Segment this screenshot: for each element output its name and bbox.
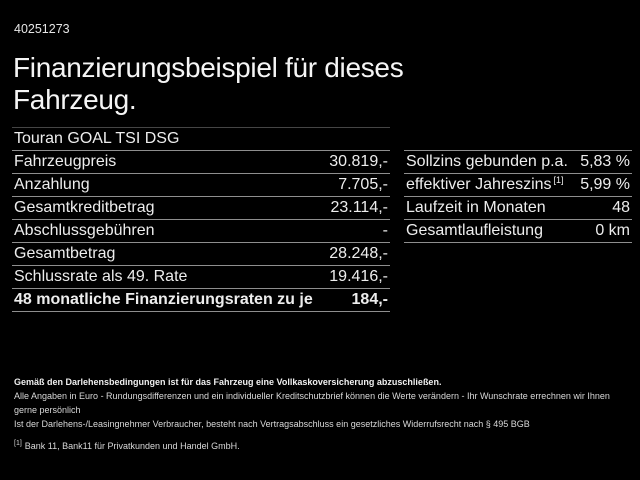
table-row: Gesamtlaufleistung 0 km — [404, 220, 632, 243]
row-label: Laufzeit in Monaten — [406, 199, 546, 216]
row-value: 19.416,- — [329, 268, 388, 285]
row-value: 28.248,- — [329, 245, 388, 262]
disclaimer-line-2: Ist der Darlehens-/Leasingnehmer Verbrau… — [14, 419, 530, 429]
row-value: 184,- — [351, 291, 388, 308]
row-value: 5,83 % — [580, 153, 630, 170]
conditions-table: Sollzins gebunden p.a. 5,83 % effektiver J… — [404, 150, 632, 243]
row-value: 7.705,- — [338, 176, 388, 193]
page-title: Finanzierungsbeispiel für dieses Fahrzeu… — [13, 52, 404, 116]
page-title-line-2: Fahrzeug. — [13, 84, 137, 115]
row-value: 0 km — [595, 222, 630, 239]
row-value: 48 — [612, 199, 630, 216]
row-value: 30.819,- — [329, 153, 388, 170]
table-row: effektiver Jahreszins [1] 5,99 % — [404, 174, 632, 197]
row-label: 48 monatliche Finanzierungsraten zu je — [14, 291, 313, 308]
row-label: Schlussrate als 49. Rate — [14, 268, 188, 285]
disclaimer-line-1: Alle Angaben in Euro - Rundungsdifferenz… — [14, 391, 610, 415]
row-label: Gesamtbetrag — [14, 245, 116, 262]
table-row: Abschlussgebühren - — [12, 220, 390, 243]
row-label: Anzahlung — [14, 176, 90, 193]
insurance-note: Gemäß den Darlehensbedingungen ist für d… — [14, 377, 442, 387]
row-label: Fahrzeugpreis — [14, 153, 117, 170]
table-row: Sollzins gebunden p.a. 5,83 % — [404, 151, 632, 174]
table-row: Gesamtbetrag 28.248,- — [12, 243, 390, 266]
row-label: Sollzins gebunden p.a. — [406, 153, 568, 170]
footnote-marker: [1] — [14, 440, 22, 447]
vehicle-model-row: Touran GOAL TSI DSG — [12, 128, 390, 151]
footnote-text: Bank 11, Bank11 für Privatkunden und Han… — [24, 441, 240, 451]
row-value: 5,99 % — [580, 176, 630, 193]
table-row: Fahrzeugpreis 30.819,- — [12, 151, 390, 174]
vehicle-model: Touran GOAL TSI DSG — [14, 130, 180, 147]
row-value: 23.114,- — [330, 199, 388, 216]
table-row: Schlussrate als 49. Rate 19.416,- — [12, 266, 390, 289]
row-label: effektiver Jahreszins [1] — [406, 175, 564, 193]
row-label: Gesamtkreditbetrag — [14, 199, 155, 216]
table-row: Gesamtkreditbetrag 23.114,- — [12, 197, 390, 220]
row-value: - — [382, 222, 388, 239]
conditions-rows: Sollzins gebunden p.a. 5,83 % effektiver J… — [404, 151, 632, 243]
row-label: Gesamtlaufleistung — [406, 222, 543, 239]
table-row: 48 monatliche Finanzierungsraten zu je 18… — [12, 289, 390, 312]
footnote-reference: [1] — [553, 175, 564, 185]
financing-rows: Fahrzeugpreis 30.819,- Anzahlung 7.705,- Ges… — [12, 151, 390, 312]
page-title-line-1: Finanzierungsbeispiel für dieses — [13, 52, 404, 83]
table-row: Laufzeit in Monaten 48 — [404, 197, 632, 220]
offer-number: 40251273 — [14, 22, 70, 36]
table-row: Anzahlung 7.705,- — [12, 174, 390, 197]
footnote: [1] Bank 11, Bank11 für Privatkunden und … — [14, 437, 632, 453]
legal-footer: Gemäß den Darlehensbedingungen ist für d… — [14, 375, 632, 453]
financing-details-table: Touran GOAL TSI DSG Fahrzeugpreis 30.819,… — [12, 127, 390, 312]
row-label: Abschlussgebühren — [14, 222, 155, 239]
